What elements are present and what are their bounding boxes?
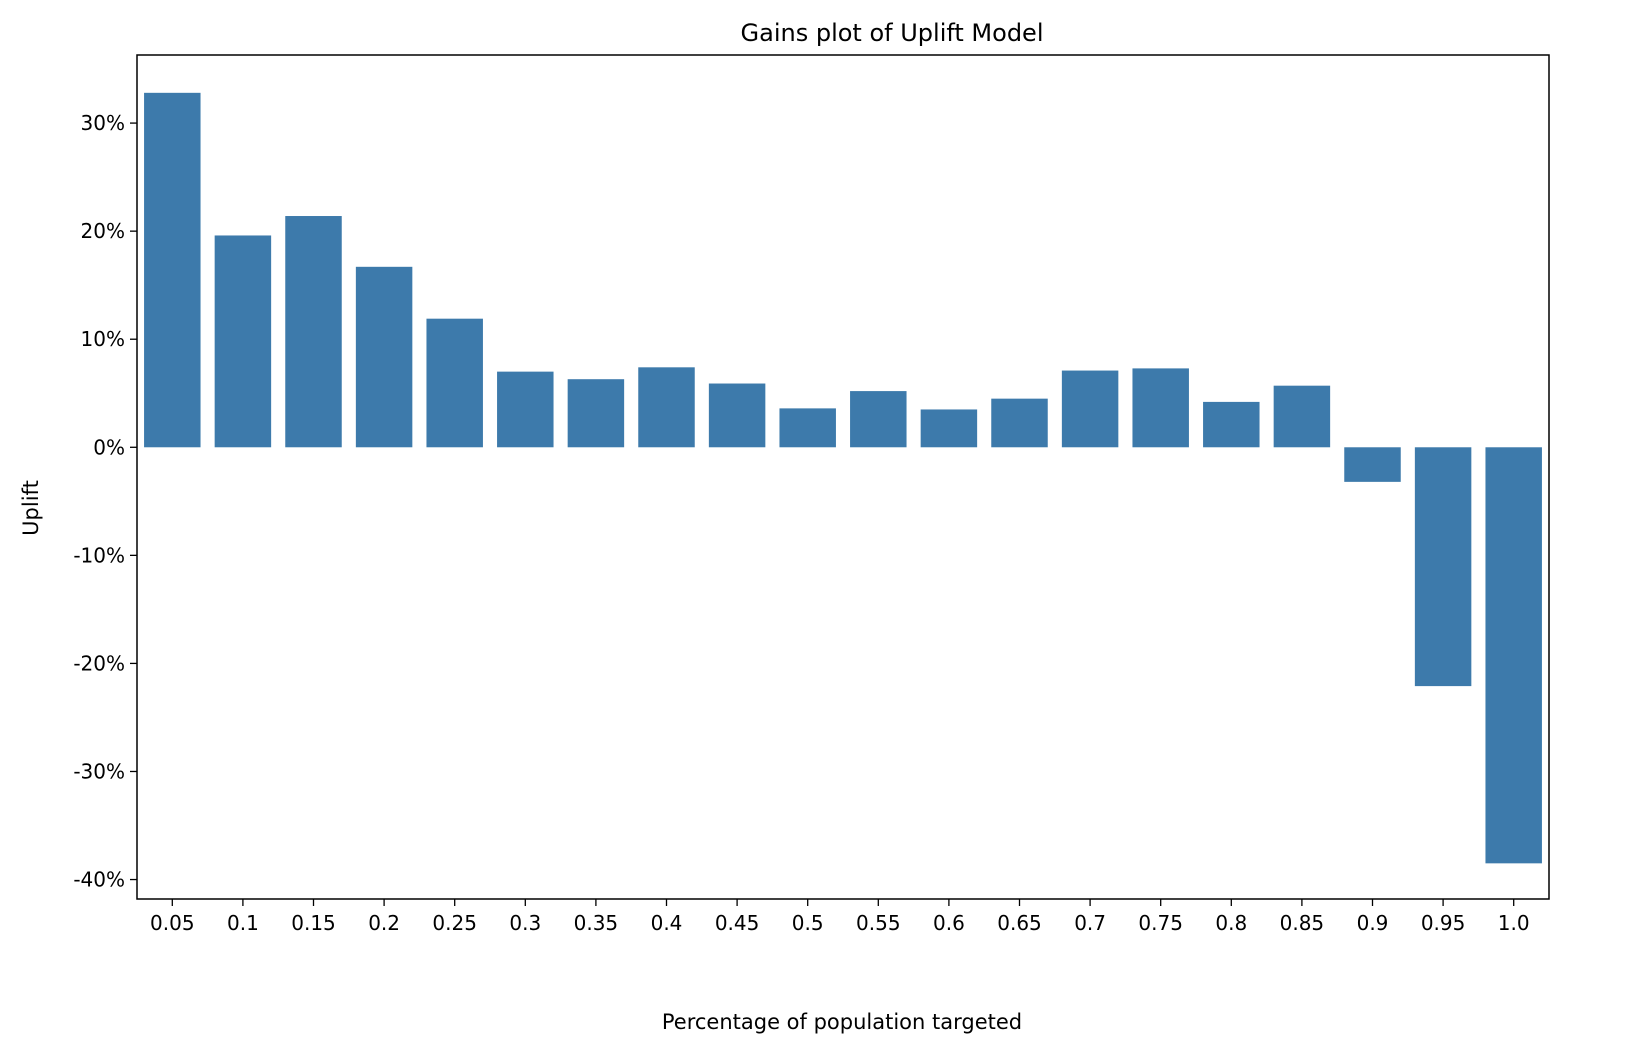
x-tick-label: 0.45 <box>715 911 760 935</box>
y-tick-label: -40% <box>73 868 125 892</box>
bar-0.65 <box>991 398 1048 448</box>
bar-0.5 <box>779 408 836 448</box>
bar-0.7 <box>1061 370 1119 448</box>
bar-0.85 <box>1273 385 1331 448</box>
x-tick-label: 0.7 <box>1074 911 1106 935</box>
bar-0.6 <box>920 409 978 448</box>
x-tick-label: 0.95 <box>1421 911 1466 935</box>
y-tick-label: 10% <box>81 327 125 351</box>
y-tick-label: 20% <box>81 219 125 243</box>
y-axis-label: Uplift <box>19 480 43 536</box>
bar-0.3 <box>497 371 554 448</box>
x-tick-label: 0.8 <box>1215 911 1247 935</box>
bar-0.4 <box>638 367 695 448</box>
x-axis-label: Percentage of population targeted <box>662 1010 1022 1034</box>
bar-0.45 <box>708 383 766 448</box>
x-tick-label: 0.4 <box>651 911 683 935</box>
x-tick-label: 0.05 <box>150 911 195 935</box>
x-tick-label: 0.2 <box>368 911 400 935</box>
bars-group <box>144 92 1542 864</box>
x-tick-label: 0.15 <box>291 911 336 935</box>
x-tick-label: 0.1 <box>227 911 259 935</box>
plot-frame <box>136 54 1550 900</box>
x-tick-label: 0.3 <box>509 911 541 935</box>
x-tick-label: 0.85 <box>1280 911 1325 935</box>
bar-0.05 <box>144 92 201 448</box>
x-tick-label: 0.6 <box>933 911 965 935</box>
bar-0.55 <box>850 391 907 448</box>
bar-0.8 <box>1203 401 1260 448</box>
y-axis-ticks: 30% 20% 10% 0% -10% -20% -30% -40% <box>73 111 137 892</box>
x-tick-label: 0.5 <box>792 911 824 935</box>
y-tick-label: -30% <box>73 759 125 783</box>
y-tick-label: -10% <box>73 543 125 567</box>
bar-0.25 <box>426 318 483 448</box>
bar-1.0 <box>1485 447 1542 864</box>
y-tick-label: 0% <box>93 435 125 459</box>
bar-0.9 <box>1344 447 1401 482</box>
x-axis-ticks: 0.05 0.1 0.15 0.2 0.25 0.3 0.35 0.4 0.45 0.5 0.55 0… <box>150 899 1530 935</box>
x-tick-label: 0.9 <box>1357 911 1389 935</box>
x-tick-label: 0.55 <box>856 911 901 935</box>
bar-0.2 <box>355 266 413 448</box>
y-tick-label: -20% <box>73 651 125 675</box>
x-tick-label: 0.35 <box>574 911 619 935</box>
y-tick-label: 30% <box>81 111 125 135</box>
x-tick-label: 0.75 <box>1138 911 1183 935</box>
bar-0.1 <box>214 235 272 448</box>
chart-title: Gains plot of Uplift Model <box>741 19 1044 47</box>
bar-0.75 <box>1132 368 1189 448</box>
bar-0.15 <box>285 216 342 448</box>
bar-0.95 <box>1414 447 1472 687</box>
bar-0.35 <box>567 379 625 448</box>
x-tick-label: 0.25 <box>432 911 477 935</box>
x-tick-label: 0.65 <box>997 911 1042 935</box>
x-tick-label: 1.0 <box>1498 911 1530 935</box>
